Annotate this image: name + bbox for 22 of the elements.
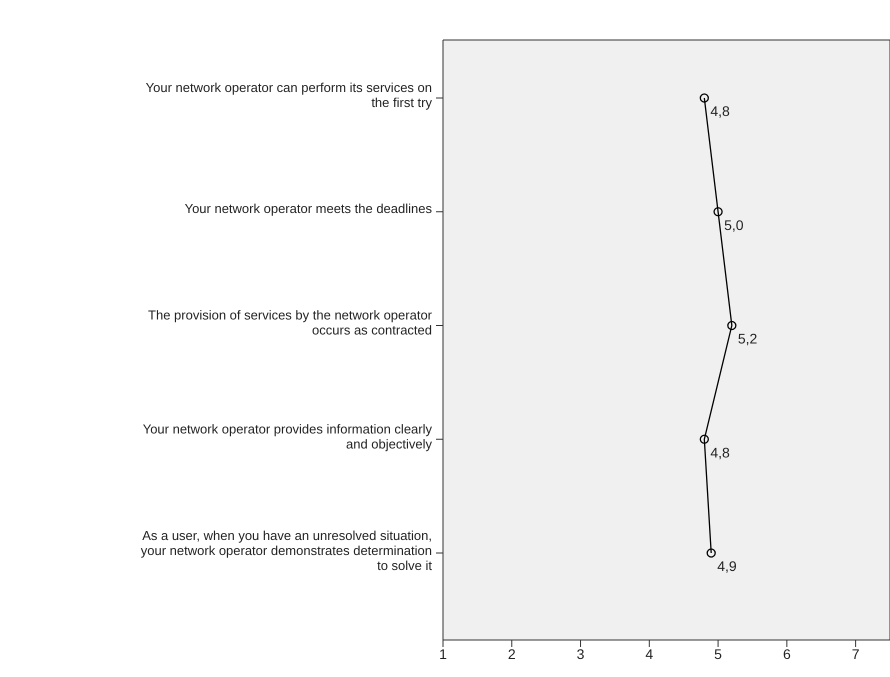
data-label: 4,8	[710, 444, 730, 460]
x-tick-label: 5	[714, 646, 722, 662]
x-tick-label: 2	[508, 646, 516, 662]
x-tick-label: 6	[782, 646, 791, 662]
x-tick-label: 3	[576, 646, 585, 662]
y-tick-label: Your network operator provides information clearly and objectively	[142, 421, 432, 452]
y-tick-label: As a user, when you have an unresolved situation, your network operator demonstrates determination to solve it	[140, 528, 432, 573]
data-label: 5,2	[738, 330, 758, 346]
point	[700, 434, 709, 444]
x-tick-label: 1	[439, 646, 448, 662]
data-label: 5,0	[724, 216, 744, 233]
data-label: 4,8	[710, 103, 730, 119]
y-tick-label: Your network operator meets the deadlines	[184, 200, 432, 216]
data-label: 4,9	[717, 558, 737, 574]
x-tick-label: 7	[852, 646, 860, 662]
point	[727, 320, 736, 330]
point	[700, 93, 709, 103]
point	[713, 207, 723, 216]
y-tick-label: Your network operator can perform its services on the first try	[146, 80, 432, 110]
y-tick-label: The provision of services by the network operator occurs as contracted	[148, 308, 433, 338]
point	[706, 548, 716, 558]
x-tick-label: 4	[645, 646, 654, 662]
